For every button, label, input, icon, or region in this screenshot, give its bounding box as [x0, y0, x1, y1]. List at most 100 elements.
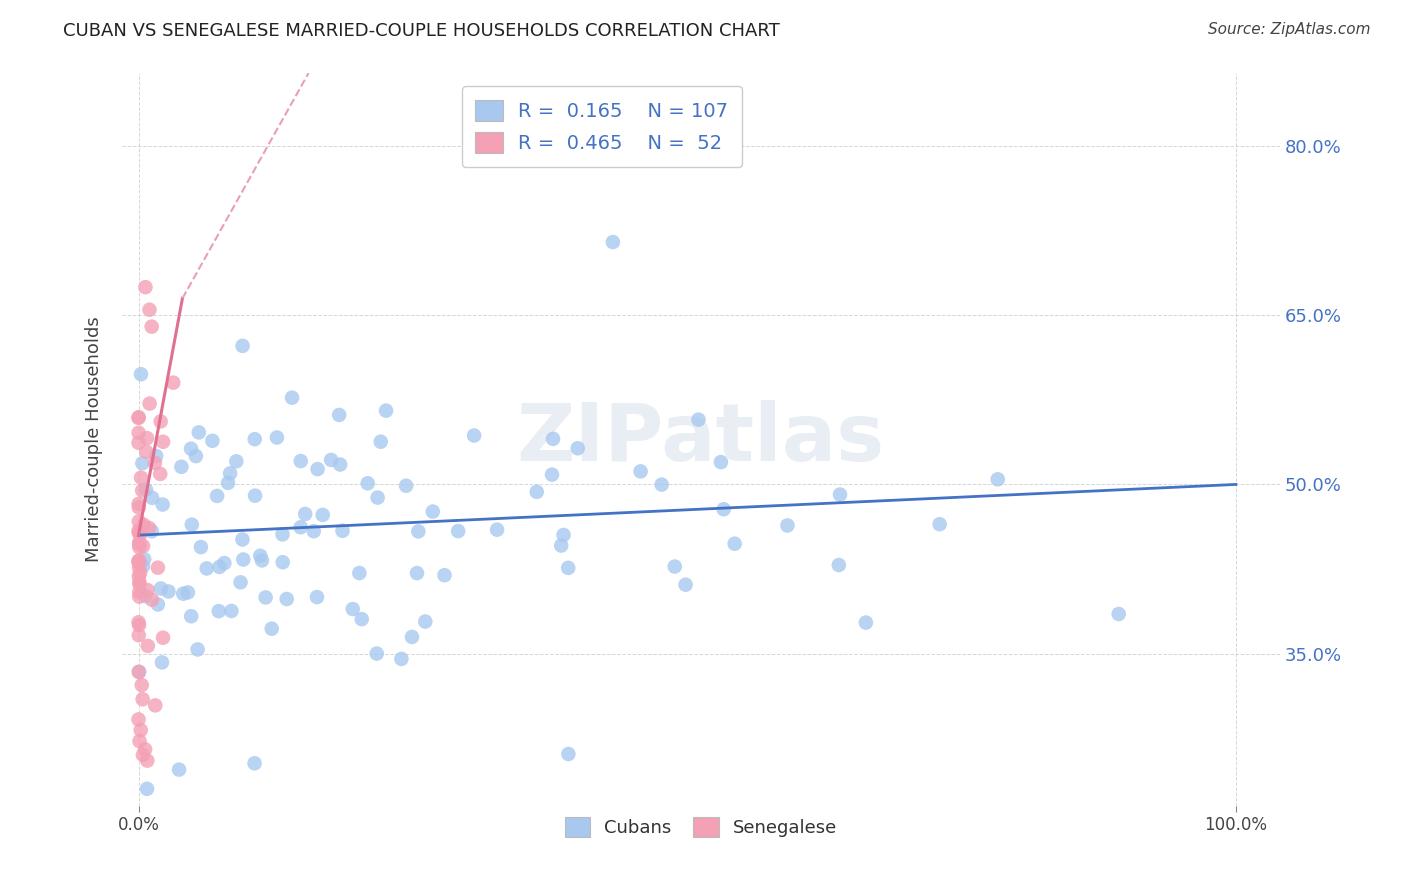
Point: [132, 539, 155, 553]
Point: [630, 464, 652, 478]
Point: [357, 476, 380, 491]
Point: [276, 592, 298, 607]
Point: [1108, 607, 1130, 621]
Point: [128, 560, 150, 574]
Point: [190, 540, 212, 554]
Point: [128, 500, 150, 515]
Point: [128, 574, 150, 589]
Point: [651, 477, 673, 491]
Point: [150, 656, 173, 670]
Legend: Cubans, Senegalese: Cubans, Senegalese: [557, 810, 845, 845]
Point: [675, 577, 697, 591]
Point: [135, 483, 157, 497]
Point: [136, 639, 159, 653]
Point: [167, 763, 190, 777]
Text: CUBAN VS SENEGALESE MARRIED-COUPLE HOUSEHOLDS CORRELATION CHART: CUBAN VS SENEGALESE MARRIED-COUPLE HOUSE…: [63, 22, 780, 40]
Point: [162, 376, 184, 390]
Point: [149, 467, 172, 481]
Point: [152, 434, 174, 449]
Point: [184, 449, 207, 463]
Point: [541, 467, 564, 482]
Y-axis label: Married-couple Households: Married-couple Households: [86, 317, 103, 562]
Point: [232, 339, 254, 353]
Point: [146, 560, 169, 574]
Point: [550, 539, 572, 553]
Point: [688, 412, 710, 426]
Point: [406, 566, 429, 580]
Point: [138, 396, 160, 410]
Point: [375, 403, 398, 417]
Point: [713, 502, 735, 516]
Point: [128, 410, 150, 425]
Point: [132, 517, 155, 532]
Point: [294, 507, 316, 521]
Point: [290, 520, 312, 534]
Point: [307, 462, 329, 476]
Text: Source: ZipAtlas.com: Source: ZipAtlas.com: [1208, 22, 1371, 37]
Point: [180, 442, 202, 456]
Point: [129, 566, 152, 581]
Point: [128, 665, 150, 679]
Point: [149, 582, 172, 596]
Point: [128, 585, 150, 599]
Point: [486, 523, 509, 537]
Point: [128, 535, 150, 549]
Point: [146, 598, 169, 612]
Point: [329, 458, 352, 472]
Point: [172, 587, 194, 601]
Point: [422, 504, 444, 518]
Point: [131, 678, 153, 692]
Point: [134, 589, 156, 603]
Point: [145, 449, 167, 463]
Point: [149, 414, 172, 428]
Point: [254, 591, 277, 605]
Point: [342, 602, 364, 616]
Point: [214, 556, 236, 570]
Point: [180, 517, 202, 532]
Point: [413, 615, 436, 629]
Point: [366, 647, 388, 661]
Point: [131, 456, 153, 470]
Point: [157, 584, 180, 599]
Point: [132, 747, 155, 762]
Point: [128, 665, 150, 679]
Point: [271, 555, 294, 569]
Point: [129, 723, 152, 738]
Point: [250, 553, 273, 567]
Point: [349, 566, 371, 580]
Point: [152, 631, 174, 645]
Point: [128, 628, 150, 642]
Point: [128, 497, 150, 511]
Point: [128, 435, 150, 450]
Point: [128, 425, 150, 440]
Point: [332, 524, 354, 538]
Point: [128, 590, 150, 604]
Point: [305, 590, 328, 604]
Point: [170, 459, 193, 474]
Point: [724, 537, 747, 551]
Point: [271, 527, 294, 541]
Point: [128, 734, 150, 748]
Point: [141, 491, 163, 505]
Point: [221, 604, 243, 618]
Point: [131, 692, 153, 706]
Point: [401, 630, 423, 644]
Point: [180, 609, 202, 624]
Point: [187, 642, 209, 657]
Point: [128, 615, 150, 630]
Point: [350, 612, 373, 626]
Point: [433, 568, 456, 582]
Point: [136, 431, 159, 445]
Point: [187, 425, 209, 440]
Point: [567, 442, 589, 456]
Point: [128, 515, 150, 529]
Point: [136, 754, 159, 768]
Point: [128, 411, 150, 425]
Point: [319, 453, 342, 467]
Point: [828, 558, 851, 572]
Point: [152, 498, 174, 512]
Point: [243, 489, 266, 503]
Point: [141, 319, 163, 334]
Point: [541, 432, 564, 446]
Point: [328, 408, 350, 422]
